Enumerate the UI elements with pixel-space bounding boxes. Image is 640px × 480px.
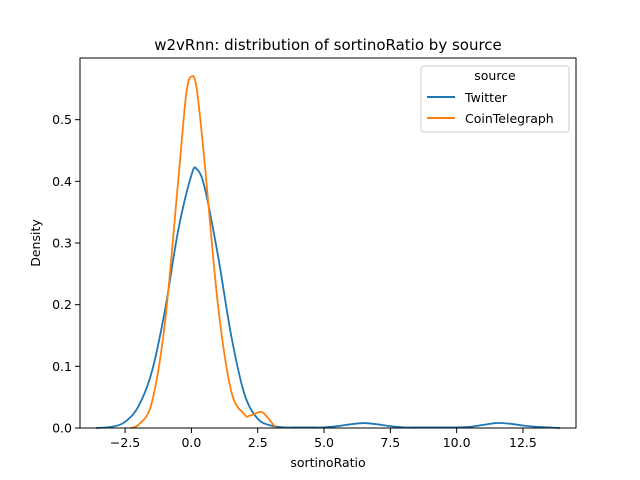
- x-axis-label: sortinoRatio: [290, 455, 365, 470]
- y-tick-label: 0.1: [52, 359, 72, 374]
- y-tick-label: 0.5: [52, 112, 72, 127]
- chart-title: w2vRnn: distribution of sortinoRatio by …: [154, 36, 502, 54]
- y-tick-label: 0.3: [52, 236, 72, 251]
- legend: source Twitter CoinTelegraph: [420, 65, 570, 133]
- x-tick-label: 12.5: [509, 435, 537, 450]
- legend-title: source: [474, 68, 516, 83]
- y-axis: 0.0 0.1 0.2 0.3 0.4 0.5: [52, 112, 80, 436]
- x-tick-label: 7.5: [380, 435, 400, 450]
- series-line-cointelegraph: [130, 75, 277, 429]
- x-tick-label: 5.0: [314, 435, 334, 450]
- series-line-twitter: [95, 166, 561, 429]
- series-layer: [95, 75, 561, 429]
- y-axis-label: Density: [28, 219, 43, 267]
- y-tick-label: 0.4: [52, 174, 72, 189]
- legend-label-cointelegraph: CoinTelegraph: [465, 111, 554, 126]
- x-tick-label: 10.0: [443, 435, 471, 450]
- legend-label-twitter: Twitter: [464, 90, 508, 105]
- x-axis: −2.5 0.0 2.5 5.0 7.5 10.0 12.5: [110, 428, 537, 450]
- x-tick-label: 2.5: [248, 435, 268, 450]
- x-tick-label: 0.0: [181, 435, 201, 450]
- y-tick-label: 0.2: [52, 297, 72, 312]
- legend-box: [420, 65, 570, 133]
- y-tick-label: 0.0: [52, 421, 72, 436]
- x-tick-label: −2.5: [110, 435, 140, 450]
